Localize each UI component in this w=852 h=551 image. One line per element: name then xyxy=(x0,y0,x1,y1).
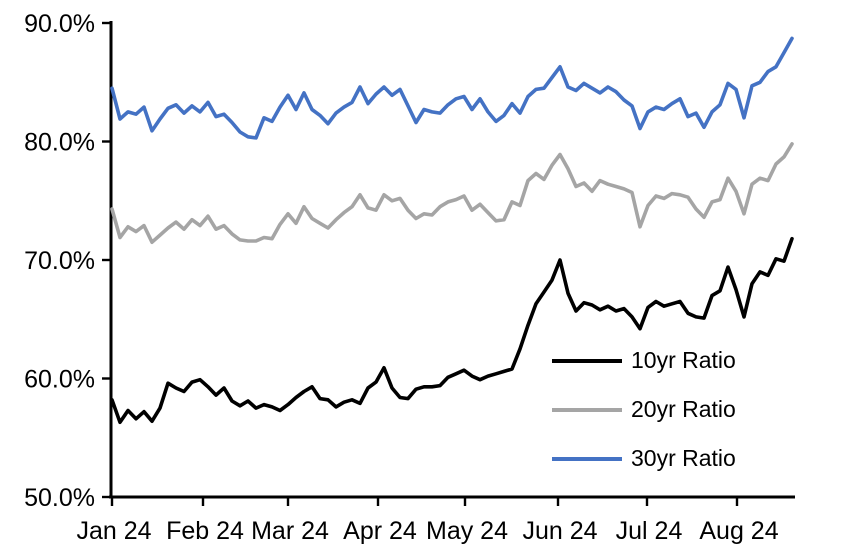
x-tick-label: Jan 24 xyxy=(76,517,151,545)
x-tick-label: Jun 24 xyxy=(522,517,597,545)
y-tick-label: 70.0% xyxy=(24,247,95,275)
x-tick-label: Aug 24 xyxy=(699,517,778,545)
legend-label-20yr-ratio: 20yr Ratio xyxy=(631,396,736,422)
y-tick-label: 60.0% xyxy=(24,366,95,394)
y-tick-label: 80.0% xyxy=(24,129,95,157)
x-tick-label: May 24 xyxy=(426,517,508,545)
x-tick-label: Mar 24 xyxy=(251,517,329,545)
legend-swatch-10yr-ratio xyxy=(552,358,622,363)
y-tick-label: 90.0% xyxy=(24,10,95,38)
legend-swatch-30yr-ratio xyxy=(552,456,622,461)
legend-item-20yr-ratio: 20yr Ratio xyxy=(552,385,736,434)
legend-item-30yr-ratio: 30yr Ratio xyxy=(552,434,736,483)
x-tick-label: Jul 24 xyxy=(616,517,683,545)
legend: 10yr Ratio 20yr Ratio 30yr Ratio xyxy=(552,336,736,483)
x-tick-label: Apr 24 xyxy=(343,517,417,545)
legend-label-10yr-ratio: 10yr Ratio xyxy=(631,347,736,373)
series-line-10yr-ratio xyxy=(110,236,794,425)
x-tick-label: Feb 24 xyxy=(166,517,244,545)
legend-swatch-20yr-ratio xyxy=(552,407,622,412)
series-line-30yr-ratio xyxy=(110,36,794,140)
legend-item-10yr-ratio: 10yr Ratio xyxy=(552,336,736,385)
series-line-20yr-ratio xyxy=(110,142,794,244)
y-tick-label: 50.0% xyxy=(24,484,95,512)
legend-label-30yr-ratio: 30yr Ratio xyxy=(631,445,736,471)
